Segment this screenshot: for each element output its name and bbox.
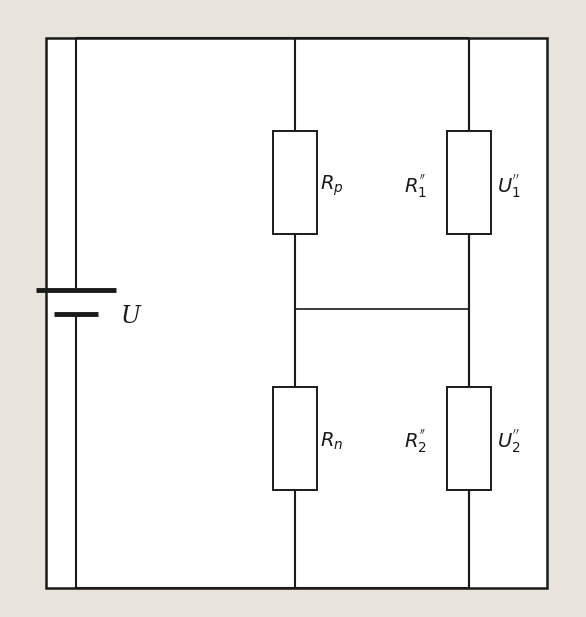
Bar bbox=[46, 38, 547, 588]
Bar bbox=[273, 387, 317, 490]
Text: $R_p$: $R_p$ bbox=[320, 173, 343, 198]
Bar bbox=[447, 131, 491, 234]
Text: $U_1^{''}$: $U_1^{''}$ bbox=[497, 172, 521, 199]
Text: $R_2^{''}$: $R_2^{''}$ bbox=[404, 428, 427, 455]
Bar bbox=[447, 387, 491, 490]
Text: U: U bbox=[121, 305, 141, 328]
Text: $U_2^{''}$: $U_2^{''}$ bbox=[497, 428, 520, 455]
Bar bbox=[273, 131, 317, 234]
Text: $R_1^{''}$: $R_1^{''}$ bbox=[404, 172, 427, 199]
Text: $R_n$: $R_n$ bbox=[320, 431, 343, 452]
